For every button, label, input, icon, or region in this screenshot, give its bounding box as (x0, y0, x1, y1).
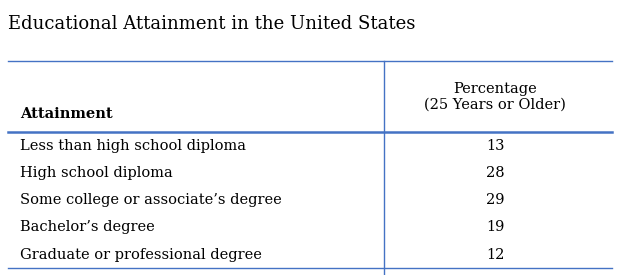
Text: Educational Attainment in the United States: Educational Attainment in the United Sta… (7, 15, 415, 33)
Text: Less than high school diploma: Less than high school diploma (20, 139, 246, 153)
Text: 12: 12 (486, 248, 504, 262)
Text: Bachelor’s degree: Bachelor’s degree (20, 220, 154, 234)
Text: Attainment: Attainment (20, 107, 113, 121)
Text: High school diploma: High school diploma (20, 166, 172, 180)
Text: Percentage
(25 Years or Older): Percentage (25 Years or Older) (424, 82, 566, 112)
Text: 13: 13 (486, 139, 505, 153)
Text: 28: 28 (486, 166, 505, 180)
Text: 29: 29 (486, 193, 505, 207)
Text: 19: 19 (486, 220, 504, 234)
Text: Some college or associate’s degree: Some college or associate’s degree (20, 193, 281, 207)
Text: Graduate or professional degree: Graduate or professional degree (20, 248, 262, 262)
